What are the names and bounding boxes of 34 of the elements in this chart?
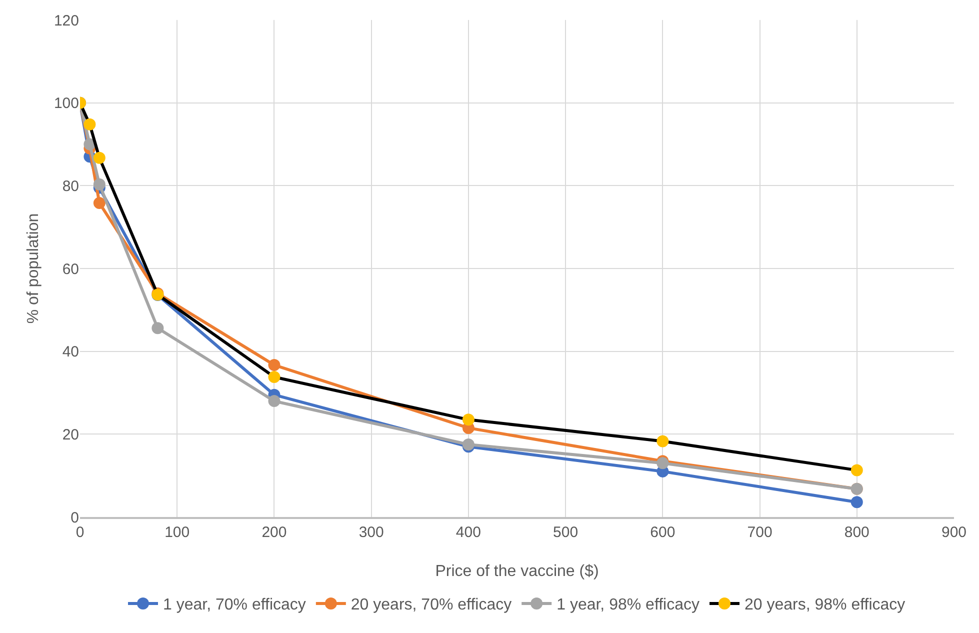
y-tick-label: 100: [54, 95, 79, 112]
x-tick-label: 500: [553, 524, 578, 541]
y-tick-label: 80: [62, 178, 79, 195]
point: [152, 322, 164, 334]
x-tick-label: 300: [358, 524, 384, 541]
y-tick-label: 0: [70, 509, 79, 526]
point: [268, 371, 280, 384]
point: [268, 359, 280, 371]
x-tick-label: 600: [650, 524, 676, 541]
y-tick-label: 20: [62, 426, 79, 444]
point: [93, 152, 106, 164]
point: [93, 197, 106, 210]
x-tick-label: 900: [941, 524, 967, 541]
x-tick-label: 700: [747, 524, 772, 541]
x-tick-label: 800: [844, 524, 870, 541]
y-tick-label: 40: [62, 344, 79, 361]
y-tick-label: 120: [54, 12, 79, 30]
x-tick-label: 100: [164, 524, 190, 541]
point: [850, 464, 863, 476]
point: [268, 395, 280, 408]
point: [462, 414, 474, 426]
legend-label: 20 years, 98% efficacy: [744, 596, 906, 614]
legend-label: 1 year, 98% efficacy: [556, 596, 700, 614]
point: [84, 118, 96, 130]
y-tick-label: 60: [62, 260, 79, 278]
point: [656, 435, 669, 448]
x-tick-label: 400: [456, 524, 481, 541]
legend-label: 1 year, 70% efficacy: [163, 596, 306, 614]
legend-label: 20 years, 70% efficacy: [350, 596, 512, 614]
point: [850, 496, 863, 508]
x-axis-title: Price of the vaccine ($): [435, 563, 599, 580]
x-tick-label: 200: [262, 524, 287, 541]
point: [93, 178, 106, 190]
y-axis-title: % of population: [25, 213, 42, 324]
